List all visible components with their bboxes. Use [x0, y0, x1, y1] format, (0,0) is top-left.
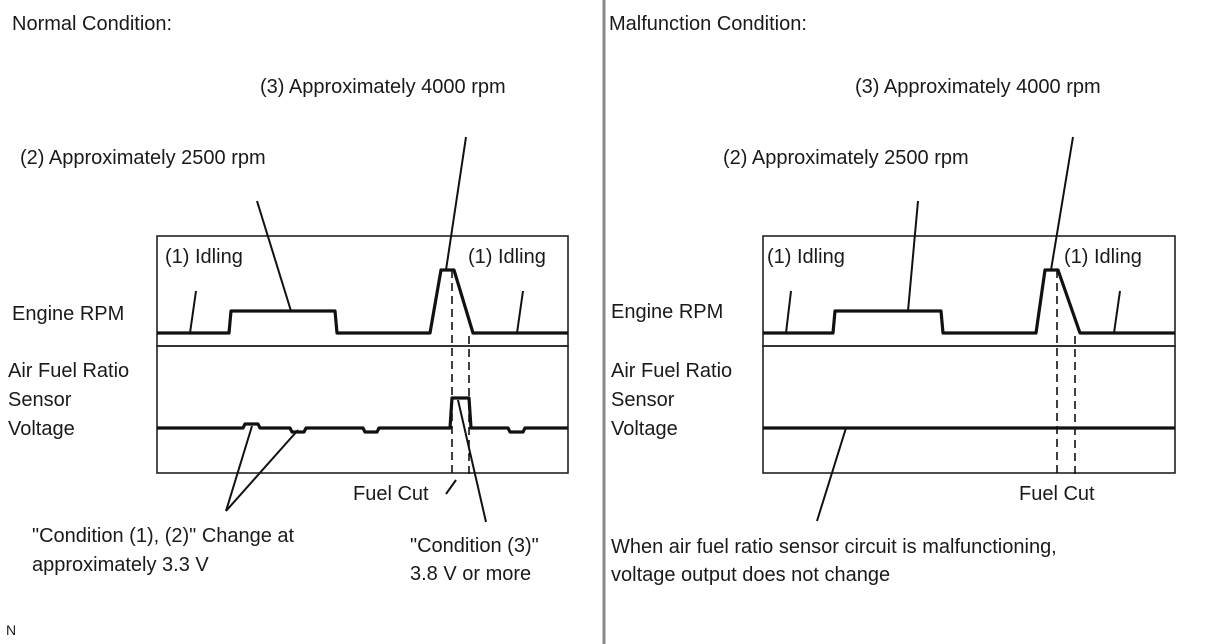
fuel-cut-label: Fuel Cut: [353, 483, 429, 505]
leader-rpm-4000: [445, 136, 467, 271]
sensor-voltage-line-2-malfunction: Sensor: [611, 389, 675, 411]
leader-condition-3: [457, 399, 487, 523]
malfunction-condition-title: Malfunction Condition:: [609, 13, 807, 35]
sensor-voltage-line-3: Voltage: [8, 418, 75, 440]
condition-12-note-line-2: approximately 3.3 V: [32, 554, 209, 576]
leader-idling-start-malfunction: [785, 290, 792, 334]
condition-12-note: "Condition (1), (2)" Change at approxima…: [32, 525, 300, 576]
idling-label-end: (1) Idling: [468, 246, 546, 268]
leader-condition-b: [225, 429, 299, 512]
rpm-2500-label: (2) Approximately 2500 rpm: [20, 147, 266, 169]
sensor-voltage-trace: [157, 396, 568, 434]
leader-condition-a: [225, 425, 253, 512]
malfunction-condition-panel: Malfunction Condition: (3) Approximately…: [609, 13, 1176, 586]
malfunction-note-line-1: When air fuel ratio sensor circuit is ma…: [611, 536, 1057, 558]
sensor-voltage-label-malfunction: Air Fuel Ratio Sensor Voltage: [611, 360, 738, 440]
idling-label-start-malfunction: (1) Idling: [767, 246, 845, 268]
voltage-chart-frame-malfunction: [762, 345, 1176, 474]
leader-rpm-2500-malfunction: [907, 200, 919, 312]
fuel-cut-label-malfunction: Fuel Cut: [1019, 483, 1095, 505]
normal-condition-title: Normal Condition:: [12, 13, 172, 35]
normal-condition-panel: Normal Condition: (3) Approximately 4000…: [6, 13, 569, 638]
rpm-2500-label-malfunction: (2) Approximately 2500 rpm: [723, 147, 969, 169]
idling-label-start: (1) Idling: [165, 246, 243, 268]
malfunction-note-line-2: voltage output does not change: [611, 564, 890, 586]
condition-12-note-line-1: "Condition (1), (2)" Change at: [32, 525, 295, 547]
sensor-voltage-line-3-malfunction: Voltage: [611, 418, 678, 440]
voltage-chart-frame: [156, 345, 569, 474]
leader-rpm-2500: [256, 200, 292, 312]
engine-rpm-trace: [157, 268, 568, 335]
condition-3-note-line-2: 3.8 V or more: [410, 563, 531, 585]
engine-rpm-trace-malfunction: [763, 268, 1175, 335]
sensor-voltage-line-1-malfunction: Air Fuel Ratio: [611, 360, 732, 382]
leader-fuel-cut: [445, 479, 457, 495]
malfunction-note: When air fuel ratio sensor circuit is ma…: [611, 536, 1062, 586]
leader-idling-end: [516, 290, 524, 334]
engine-rpm-label: Engine RPM: [12, 303, 124, 325]
leader-idling-start: [189, 290, 197, 334]
footer-mark: N: [6, 622, 16, 638]
condition-3-note-line-1: "Condition (3)": [410, 535, 539, 557]
idling-label-end-malfunction: (1) Idling: [1064, 246, 1142, 268]
engine-rpm-label-malfunction: Engine RPM: [611, 301, 723, 323]
leader-rpm-4000-malfunction: [1050, 136, 1074, 271]
sensor-voltage-label: Air Fuel Ratio Sensor Voltage: [8, 360, 135, 440]
leader-no-change-malfunction: [816, 427, 847, 522]
condition-3-note: "Condition (3)" 3.8 V or more: [410, 535, 544, 585]
rpm-4000-label-malfunction: (3) Approximately 4000 rpm: [855, 76, 1101, 98]
sensor-voltage-line-1: Air Fuel Ratio: [8, 360, 129, 382]
sensor-voltage-line-2: Sensor: [8, 389, 72, 411]
rpm-4000-label: (3) Approximately 4000 rpm: [260, 76, 506, 98]
leader-idling-end-malfunction: [1113, 290, 1121, 334]
